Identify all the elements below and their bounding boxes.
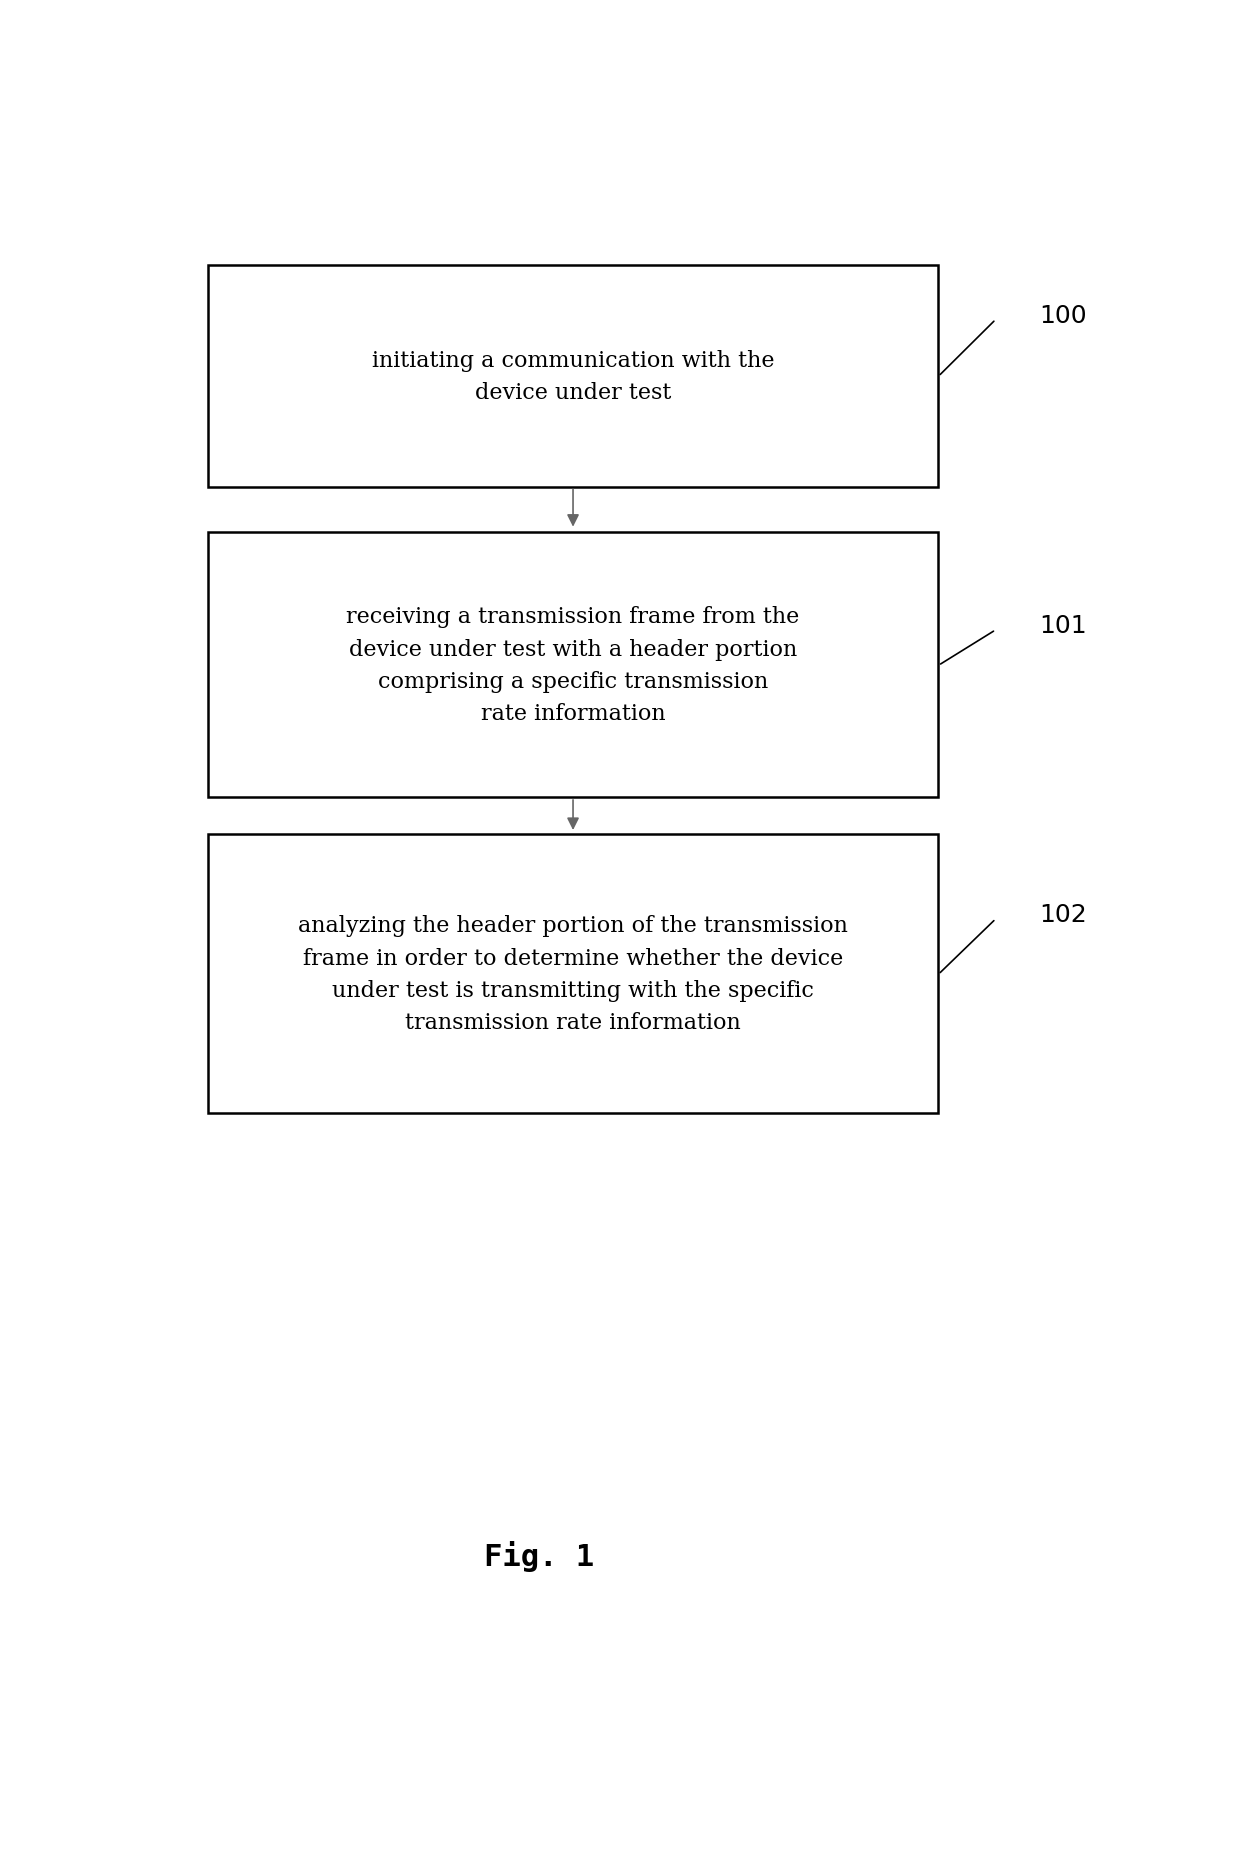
Text: receiving a transmission frame from the
device under test with a header portion
: receiving a transmission frame from the …	[346, 605, 800, 724]
Text: 101: 101	[1039, 615, 1086, 639]
Text: analyzing the header portion of the transmission
frame in order to determine whe: analyzing the header portion of the tran…	[298, 916, 848, 1034]
Text: 100: 100	[1039, 305, 1086, 329]
FancyBboxPatch shape	[208, 836, 939, 1114]
Text: Fig. 1: Fig. 1	[485, 1539, 594, 1571]
Text: initiating a communication with the
device under test: initiating a communication with the devi…	[372, 349, 774, 403]
FancyBboxPatch shape	[208, 266, 939, 487]
FancyBboxPatch shape	[208, 533, 939, 799]
Text: 102: 102	[1039, 903, 1087, 927]
